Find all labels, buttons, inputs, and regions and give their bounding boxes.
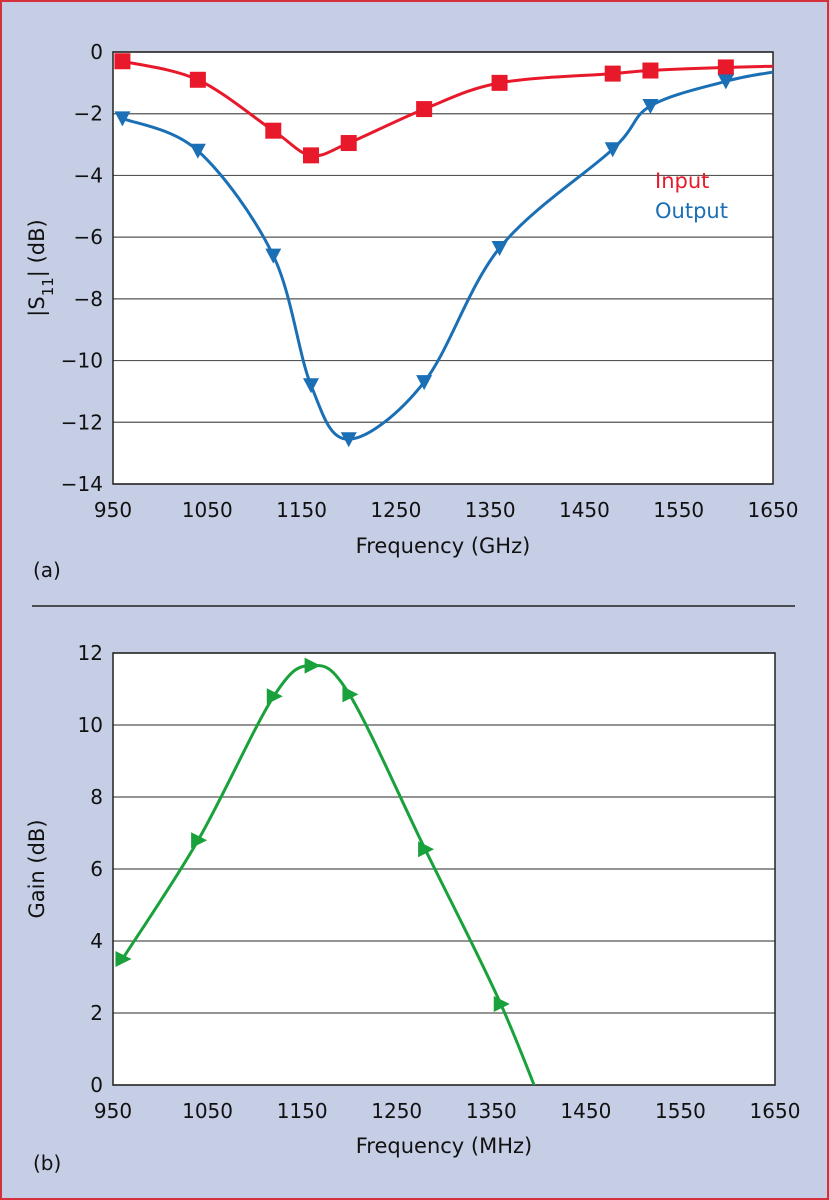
- data-point-1-7: [604, 142, 621, 158]
- data-point-0-1: [189, 71, 206, 88]
- x-tick-label: 1050: [182, 498, 233, 522]
- data-point-1-0: [114, 111, 131, 127]
- data-point-1-3: [303, 378, 319, 394]
- y-tick-label: 8: [90, 785, 103, 809]
- panel-label: (b): [33, 1151, 61, 1175]
- x-tick-label: 1350: [465, 498, 516, 522]
- x-tick-label: 1050: [182, 1099, 233, 1123]
- y-tick-label: 6: [90, 857, 103, 881]
- x-axis-title: Frequency (MHz): [356, 1134, 532, 1158]
- x-tick-label: 1650: [748, 498, 799, 522]
- data-point-0-3: [304, 657, 321, 674]
- data-point-1-5: [416, 375, 433, 391]
- y-axis-title: |S11| (dB): [25, 219, 57, 316]
- data-point-0-2: [266, 688, 283, 705]
- y-tick-label: 2: [90, 1001, 103, 1025]
- data-point-0-0: [115, 951, 132, 967]
- data-point-0-9: [717, 59, 734, 76]
- panel-label: (a): [33, 558, 61, 582]
- y-tick-label: −2: [74, 102, 103, 126]
- data-point-0-8: [642, 62, 659, 79]
- x-tick-label: 1250: [370, 498, 421, 522]
- data-point-1-4: [340, 432, 357, 448]
- data-point-1-1: [189, 143, 206, 159]
- data-point-1-8: [642, 99, 659, 114]
- data-point-0-1: [191, 832, 208, 849]
- data-point-0-3: [303, 147, 319, 164]
- y-tick-label: 10: [78, 713, 103, 737]
- x-tick-label: 950: [94, 1099, 132, 1123]
- x-tick-label: 1450: [560, 1099, 611, 1123]
- data-point-0-6: [493, 996, 510, 1012]
- legend-label-0: Input: [655, 169, 709, 193]
- y-tick-label: −12: [61, 410, 103, 434]
- data-point-0-5: [418, 841, 435, 858]
- plot-frame: [112, 51, 774, 485]
- x-tick-label: 1450: [559, 498, 610, 522]
- y-tick-label: 0: [90, 1073, 103, 1097]
- legend-label-1: Output: [655, 199, 728, 223]
- data-point-1-6: [491, 240, 508, 256]
- x-tick-label: 1650: [750, 1099, 801, 1123]
- plot-frame: [112, 652, 776, 1086]
- chart-b-gain: 0 2 4 6 8 10 12 950 1050 1150 1250 1350 1450 1550 1650…: [25, 641, 800, 1175]
- data-point-0-4: [340, 135, 357, 152]
- x-tick-label: 1150: [276, 498, 327, 522]
- data-point-0-2: [265, 122, 282, 139]
- x-tick-label: 1550: [653, 498, 704, 522]
- y-tick-label: −14: [61, 472, 103, 496]
- x-tick-label: 1550: [655, 1099, 706, 1123]
- y-tick-label: 12: [78, 641, 103, 665]
- y-tick-label: −6: [74, 225, 103, 249]
- data-point-0-4: [342, 686, 359, 703]
- x-tick-label: 1250: [371, 1099, 422, 1123]
- y-tick-label: −10: [61, 349, 103, 373]
- data-point-0-5: [416, 101, 433, 118]
- data-point-1-2: [265, 248, 282, 264]
- data-point-0-6: [491, 74, 508, 91]
- data-point-0-0: [114, 53, 131, 70]
- x-tick-label: 1350: [466, 1099, 517, 1123]
- y-axis-title: Gain (dB): [25, 819, 49, 918]
- x-tick-label: 1150: [277, 1099, 328, 1123]
- y-tick-label: −8: [74, 287, 103, 311]
- y-tick-label: −4: [74, 163, 103, 187]
- data-point-0-7: [604, 65, 621, 82]
- x-axis-title: Frequency (GHz): [356, 534, 531, 558]
- y-tick-label: 0: [90, 40, 103, 64]
- x-tick-label: 950: [94, 498, 132, 522]
- plot-area: [113, 52, 773, 484]
- data-point-1-9: [717, 74, 734, 90]
- y-tick-label: 4: [90, 929, 103, 953]
